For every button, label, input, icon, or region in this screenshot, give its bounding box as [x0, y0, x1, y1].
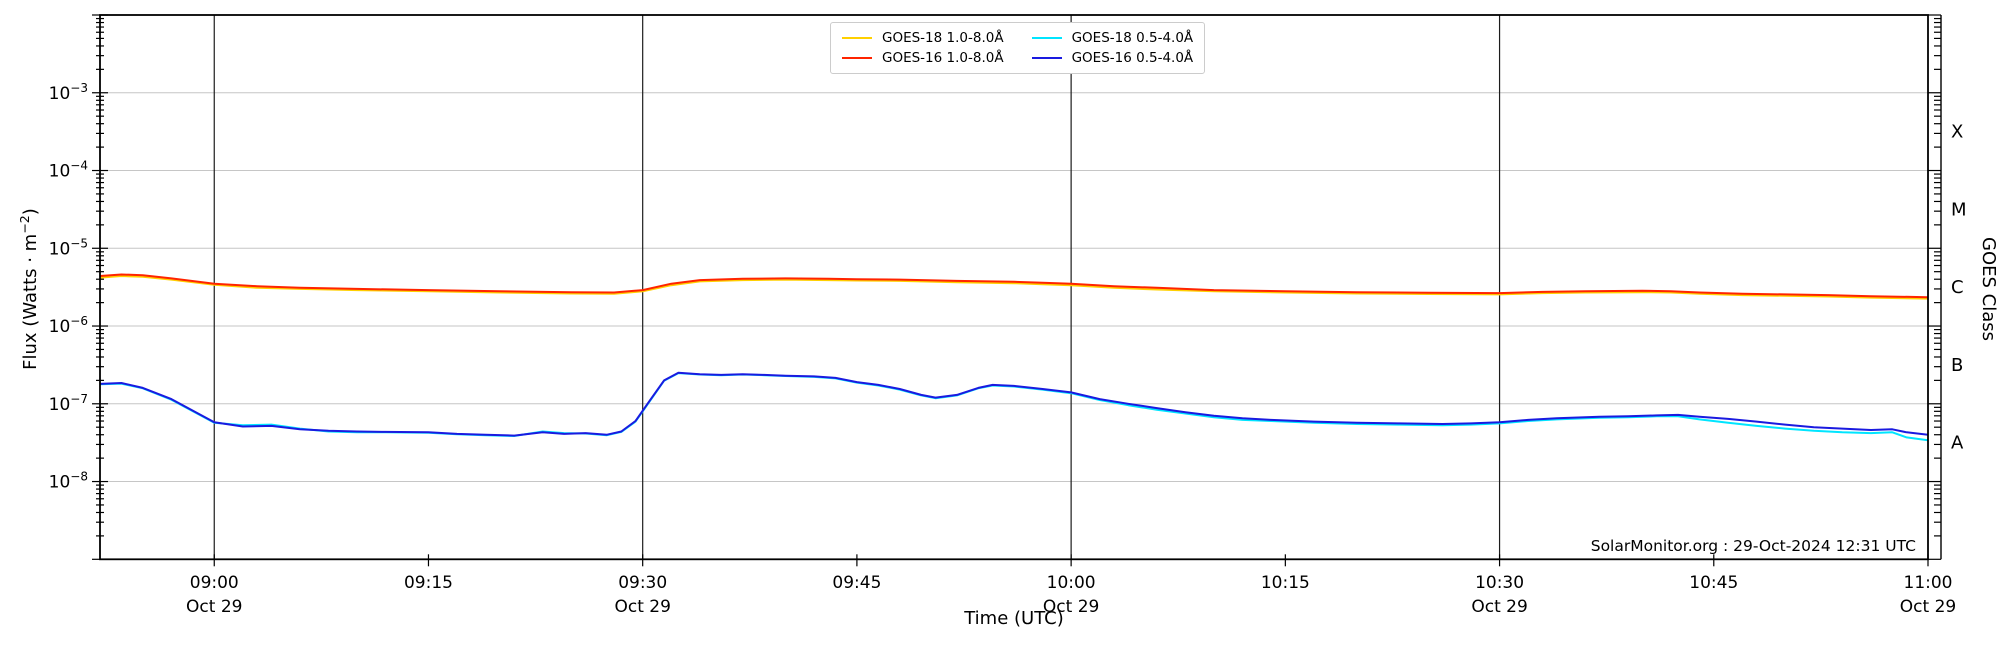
flux-tick-label: 10−4 — [49, 159, 88, 182]
date-tick-label: Oct 29 — [614, 597, 670, 617]
flux-tick-label: 10−6 — [49, 314, 88, 337]
legend-item: GOES-16 0.5-4.0Å — [1031, 50, 1194, 66]
legend-line-swatch — [1031, 57, 1062, 59]
legend-line-swatch — [1031, 37, 1062, 39]
time-tick-label: 10:15 — [1261, 573, 1310, 593]
vertical-gridlines — [213, 15, 1501, 560]
legend-line-swatch — [842, 37, 872, 39]
time-tick-labels: 09:00 Oct 29 09:15 09:30 Oct 29 09:45 10:00 Oct… — [186, 573, 1956, 617]
legend-label: GOES-18 0.5-4.0Å — [1071, 30, 1194, 46]
flux-curves — [100, 273, 1928, 442]
goes-class-letter: X — [1951, 122, 1963, 143]
flux-tick-label: 10−3 — [49, 81, 88, 104]
time-tick-label: 09:15 — [404, 573, 453, 593]
date-tick-label: Oct 29 — [186, 597, 242, 617]
flux-tick-label: 10−8 — [49, 470, 88, 493]
time-tick-label: 10:00 — [1047, 573, 1096, 593]
legend-label: GOES-18 1.0-8.0Å — [882, 30, 1004, 46]
log-tick-marks — [92, 14, 1941, 560]
time-tick-label: 10:30 — [1475, 573, 1524, 593]
series-GOES-18 1.0-8.0Å — [100, 275, 1928, 300]
time-tick-label: 10:45 — [1689, 573, 1738, 593]
date-tick-label: Oct 29 — [1471, 597, 1527, 617]
axes-spines — [99, 14, 1942, 561]
legend: GOES-18 1.0-8.0Å GOES-16 1.0-8.0Å GOES-18 … — [830, 22, 1206, 74]
x-axis-label: Time (UTC) — [964, 608, 1064, 629]
watermark-text: SolarMonitor.org : 29-Oct-2024 12:31 UTC — [1590, 537, 1916, 555]
time-tick-marks — [213, 554, 1929, 567]
date-tick-label: Oct 29 — [1043, 597, 1099, 617]
legend-label: GOES-16 0.5-4.0Å — [1071, 50, 1194, 66]
y-axis-label-left: Flux (Watts ⋅ m−2) — [17, 208, 41, 370]
legend-item: GOES-18 1.0-8.0Å — [842, 30, 1004, 46]
legend-item: GOES-16 1.0-8.0Å — [842, 50, 1004, 66]
flux-tick-label: 10−5 — [49, 236, 88, 259]
flux-tick-labels: 10−3 10−4 10−5 10−6 10−7 10−8 — [49, 81, 88, 493]
series-GOES-18 0.5-4.0Å — [100, 372, 1928, 442]
goes-class-letter: B — [1951, 355, 1963, 376]
goes-class-letter: C — [1951, 277, 1964, 298]
legend-item: GOES-18 0.5-4.0Å — [1031, 30, 1194, 46]
goes-class-letter: M — [1951, 199, 1967, 220]
date-tick-label: Oct 29 — [1900, 597, 1956, 617]
goes-class-letter: A — [1951, 433, 1964, 454]
time-tick-label: 09:00 — [190, 573, 239, 593]
series-GOES-16 0.5-4.0Å — [100, 371, 1928, 437]
series-GOES-16 1.0-8.0Å — [100, 273, 1928, 299]
time-tick-label: 11:00 — [1904, 573, 1953, 593]
legend-line-swatch — [842, 57, 872, 59]
time-tick-label: 09:45 — [832, 573, 881, 593]
time-tick-label: 09:30 — [618, 573, 667, 593]
goes-class-labels: X M C B A — [1951, 122, 1967, 454]
horizontal-gridlines — [100, 92, 1928, 483]
flux-tick-label: 10−7 — [49, 392, 88, 415]
legend-label: GOES-16 1.0-8.0Å — [882, 50, 1004, 66]
y-axis-label-right: GOES Class — [1978, 237, 1999, 341]
